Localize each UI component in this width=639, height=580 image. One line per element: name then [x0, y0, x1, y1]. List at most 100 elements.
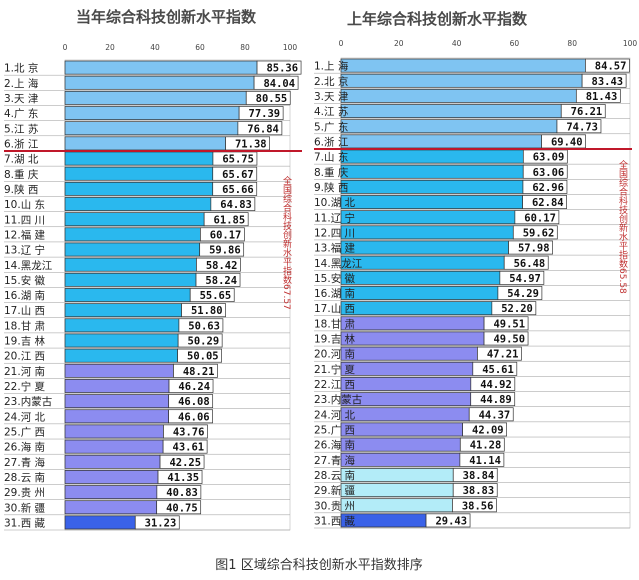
category-label: 9.陕 西: [314, 181, 348, 194]
data-label: 46.06: [178, 411, 210, 423]
bar: [64, 333, 179, 348]
category-label: 25.广 西: [314, 425, 355, 437]
data-label-box: [522, 164, 568, 179]
category-label: 26.海 南: [314, 439, 355, 452]
data-label-box: [156, 485, 202, 500]
data-label-box: [452, 483, 498, 498]
data-label-box: [157, 470, 203, 484]
bar: [64, 121, 239, 136]
x-tick-label: 80: [567, 39, 577, 48]
data-label: 38.84: [463, 470, 495, 482]
chart-current-year: 0 20 40 60 80 100 85.36 1.北 京 84.04 2.上 海 80.55 3.天…: [4, 43, 302, 531]
x-tick-label: 0: [63, 43, 68, 52]
data-label-box: [181, 303, 226, 318]
data-label-box: [178, 318, 224, 333]
data-label: 38.56: [462, 500, 494, 512]
data-label: 65.75: [222, 154, 254, 166]
data-label: 76.21: [571, 106, 603, 118]
data-label: 71.38: [235, 138, 267, 150]
data-label-box: [425, 513, 471, 528]
category-label: 29.贵 州: [4, 486, 45, 499]
data-label: 58.24: [205, 275, 237, 287]
data-label-box: [499, 270, 545, 285]
category-label: 20.河 南: [314, 348, 355, 361]
bar: [340, 346, 478, 361]
category-label: 12.四 川: [314, 227, 355, 239]
data-label: 61.85: [214, 214, 246, 226]
data-label: 48.21: [183, 366, 215, 378]
category-label: 14.黑龙江: [314, 257, 363, 270]
bar: [64, 60, 258, 75]
bar: [64, 166, 214, 181]
data-label-box: [203, 212, 249, 227]
data-label-box: [134, 515, 180, 530]
data-label-box: [210, 197, 256, 211]
data-label-box: [581, 73, 627, 88]
data-label: 77.39: [249, 108, 281, 120]
x-tick-label: 20: [105, 43, 115, 52]
data-label: 31.23: [145, 518, 177, 530]
data-label: 50.29: [188, 336, 220, 348]
data-label-box: [503, 255, 549, 270]
data-label: 50.63: [188, 320, 220, 332]
category-label: 15.安 徽: [4, 274, 46, 287]
category-label: 29.新 疆: [314, 484, 356, 497]
data-label-box: [483, 331, 529, 346]
bar: [340, 468, 454, 482]
category-label: 30.新 疆: [4, 501, 46, 514]
data-label: 40.75: [166, 502, 198, 514]
bar: [64, 454, 161, 469]
bar: [340, 164, 524, 179]
data-label: 44.92: [480, 379, 512, 391]
data-label: 44.37: [479, 409, 511, 421]
bar: [340, 301, 493, 316]
x-tick-label: 20: [394, 39, 404, 48]
figure-caption: 图1 区域综合科技创新水平指数排序: [215, 557, 422, 573]
data-label-box: [159, 454, 205, 469]
data-label: 38.83: [463, 485, 495, 497]
category-label: 24.河 北: [4, 411, 46, 423]
bar: [64, 227, 201, 242]
x-tick-label: 60: [195, 43, 205, 52]
bar: [340, 452, 461, 467]
category-label: 21.河 南: [4, 365, 45, 378]
category-label: 27.青 海: [4, 456, 46, 469]
category-label: 4.江 苏: [314, 105, 348, 118]
category-label: 21.宁 夏: [314, 363, 356, 376]
data-label: 84.57: [595, 61, 627, 73]
category-label: 11.四 川: [4, 214, 45, 226]
data-label: 43.76: [173, 427, 205, 439]
data-label-box: [514, 210, 560, 225]
data-label-box: [177, 333, 223, 348]
data-label-box: [522, 179, 568, 194]
category-label: 28.云 南: [4, 471, 45, 484]
bar: [64, 303, 182, 318]
data-label: 59.86: [209, 245, 241, 257]
category-label: 12.福 建: [4, 228, 46, 241]
data-label: 64.83: [220, 199, 252, 211]
x-tick-label: 100: [283, 43, 298, 52]
bar: [64, 212, 205, 227]
data-label-box: [168, 394, 214, 409]
bar: [340, 483, 454, 498]
bar: [64, 181, 214, 196]
data-label-box: [253, 75, 299, 90]
data-label: 51.80: [191, 305, 223, 317]
category-label: 25.广 西: [4, 427, 45, 439]
data-label-box: [468, 407, 514, 422]
category-label: 2.上 海: [4, 77, 39, 90]
data-label-box: [462, 422, 507, 437]
bar: [340, 407, 470, 422]
data-label: 44.89: [480, 394, 512, 406]
category-label: 1.上 海: [314, 60, 349, 73]
category-label: 31.西 藏: [314, 516, 356, 528]
bar: [64, 409, 169, 424]
category-label: 1.北 京: [4, 62, 38, 75]
bar: [340, 255, 505, 270]
data-label-box: [237, 121, 283, 136]
x-tick-label: 40: [150, 43, 160, 52]
category-label: 17.山 西: [4, 305, 45, 317]
data-label: 57.98: [518, 243, 550, 255]
category-label: 16.湖 南: [4, 289, 45, 302]
